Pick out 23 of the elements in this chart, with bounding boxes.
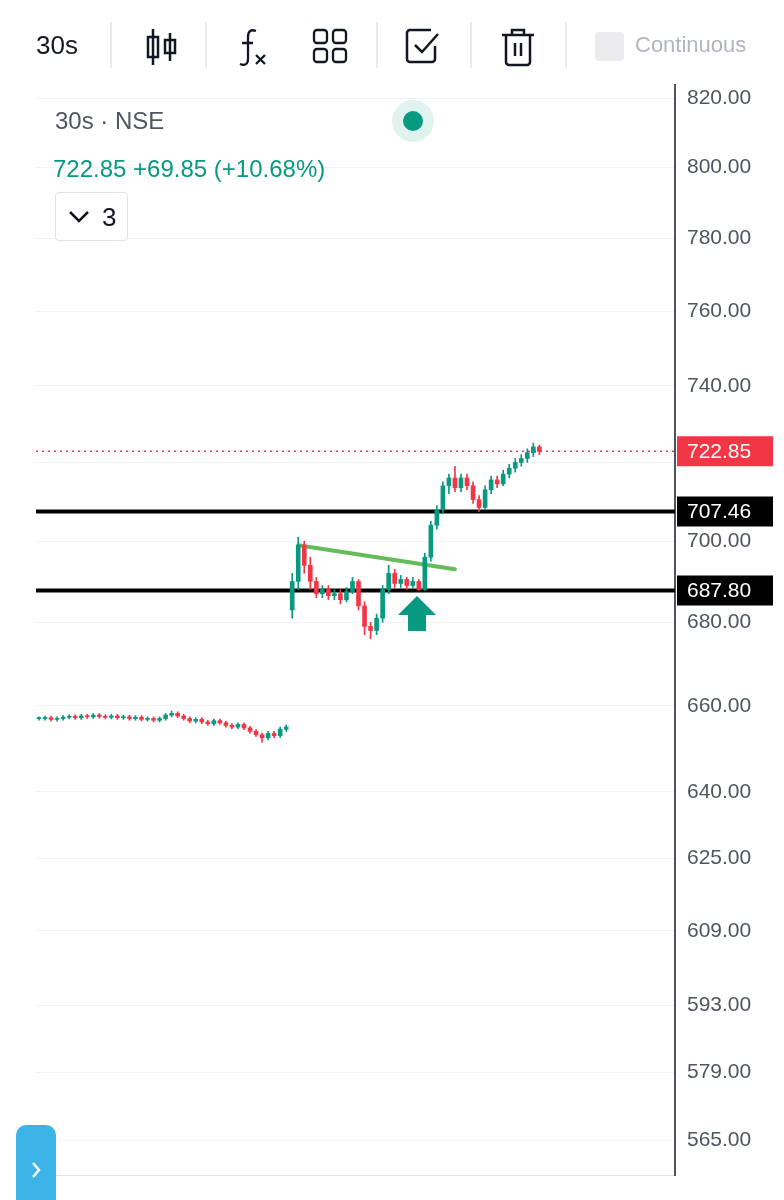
y-tick-label: 680.00	[687, 609, 752, 633]
y-tick-label: 700.00	[687, 528, 752, 551]
y-tick-label: 625.00	[687, 845, 752, 869]
y-tick-label: 760.00	[687, 297, 752, 321]
text: Continuous	[635, 32, 747, 58]
y-tick-label: 740.00	[687, 372, 752, 396]
y-tick-label: 609.00	[687, 917, 752, 941]
ref-line-label: 707.46	[687, 499, 752, 523]
y-tick-label: 593.00	[687, 992, 752, 1016]
text: 30s · NSE	[55, 107, 165, 135]
annotation: 3	[102, 202, 117, 233]
y-tick-label: 780.00	[687, 225, 752, 249]
y-tick-label: 579.00	[687, 1058, 752, 1082]
ref-line-label: 722.85	[687, 439, 752, 463]
collapse-button: 3	[55, 192, 128, 241]
annotation: 722.85 +69.85 (+10.68%)	[53, 155, 326, 183]
text: 30s	[36, 30, 78, 61]
y-tick-label: 565.00	[687, 1127, 752, 1151]
y-tick-label: 800.00	[687, 154, 752, 178]
y-tick-label: 660.00	[687, 692, 752, 716]
ref-line-label: 687.80	[687, 578, 752, 602]
y-tick-label: 640.00	[687, 778, 752, 802]
y-tick-label: 820.00	[687, 85, 752, 109]
